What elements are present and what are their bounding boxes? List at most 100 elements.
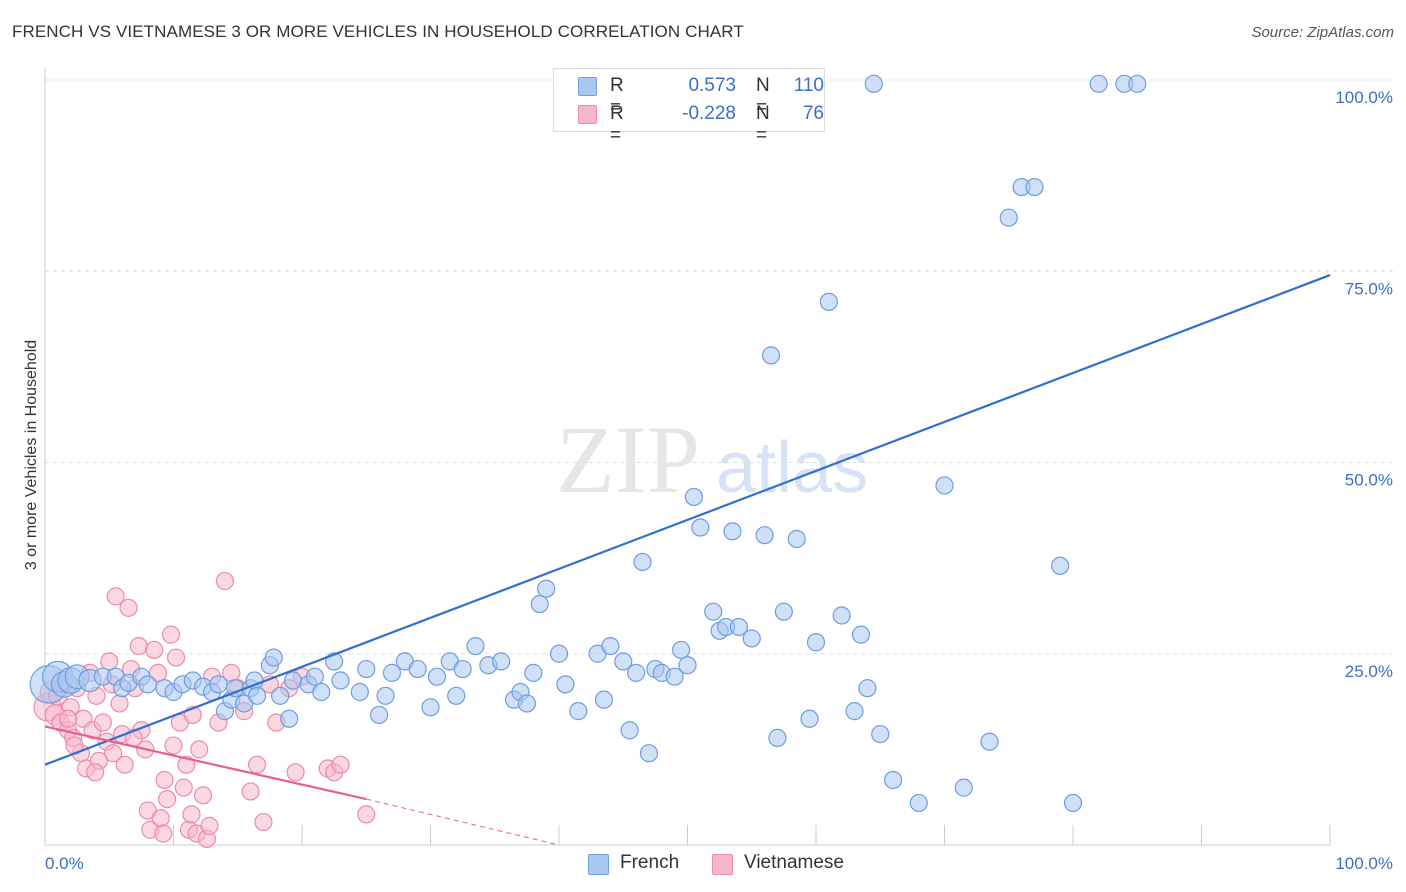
vietnamese-point bbox=[247, 755, 267, 774]
vietnamese-point bbox=[357, 805, 376, 824]
vietnamese-point bbox=[157, 789, 177, 809]
vietnamese-point bbox=[164, 736, 183, 755]
french-point bbox=[382, 663, 402, 682]
vietnamese-point bbox=[106, 587, 125, 606]
french-point bbox=[800, 709, 819, 728]
legend-swatch-french bbox=[578, 77, 597, 96]
legend-n-label: N = bbox=[756, 103, 770, 146]
vietnamese-point bbox=[145, 640, 164, 660]
french-point bbox=[594, 690, 614, 709]
french-point bbox=[742, 629, 761, 648]
legend-r-value: 0.573 bbox=[688, 75, 736, 96]
legend-n-label: N = bbox=[756, 75, 770, 118]
vietnamese-point bbox=[129, 636, 148, 656]
vietnamese-point bbox=[190, 740, 209, 759]
legend-r-label: R = bbox=[610, 103, 624, 146]
french-point bbox=[537, 579, 556, 598]
french-point bbox=[787, 529, 806, 549]
french-point bbox=[954, 778, 973, 797]
french-point bbox=[768, 728, 787, 748]
french-point bbox=[883, 770, 903, 790]
french-point bbox=[530, 594, 549, 614]
french-trend-line bbox=[44, 274, 1331, 766]
french-point bbox=[1128, 74, 1147, 93]
vietnamese-point bbox=[93, 713, 112, 732]
french-point bbox=[350, 682, 369, 702]
french-point bbox=[271, 686, 290, 705]
french-point bbox=[209, 675, 228, 694]
french-point bbox=[447, 686, 466, 705]
french-point bbox=[871, 724, 890, 744]
french-point bbox=[614, 652, 633, 671]
french-point bbox=[620, 721, 639, 740]
vietnamese-point bbox=[161, 625, 181, 644]
french-point bbox=[626, 663, 646, 682]
french-point bbox=[370, 705, 389, 725]
french-point bbox=[1089, 74, 1108, 93]
vietnamese-point bbox=[193, 786, 213, 805]
legend-r-value: -0.228 bbox=[682, 103, 736, 124]
vietnamese-point bbox=[119, 598, 138, 617]
vietnamese-point bbox=[215, 571, 234, 591]
french-point bbox=[283, 671, 303, 690]
source-label: Source: ZipAtlas.com bbox=[1251, 24, 1394, 41]
french-point bbox=[466, 636, 485, 656]
vietnamese-point bbox=[286, 763, 305, 782]
legend-n-value: 110 bbox=[793, 75, 824, 96]
watermark-atlas: atlas bbox=[716, 428, 868, 508]
vietnamese-point bbox=[154, 824, 173, 843]
french-point bbox=[264, 648, 283, 667]
legend-swatch-vietnamese bbox=[578, 105, 597, 124]
vietnamese-point bbox=[241, 782, 260, 801]
french-point bbox=[845, 702, 864, 721]
french-point bbox=[247, 686, 267, 705]
y-tick-label: 100.0% bbox=[1335, 88, 1393, 107]
french-point bbox=[1051, 556, 1070, 575]
vietnamese-point bbox=[59, 709, 78, 728]
french-point bbox=[427, 667, 447, 686]
vietnamese-points bbox=[33, 571, 376, 848]
french-point bbox=[678, 656, 697, 675]
vietnamese-point bbox=[331, 755, 350, 774]
bottom-legend-swatch-french bbox=[588, 854, 609, 875]
french-point bbox=[524, 663, 543, 682]
vietnamese-point bbox=[166, 648, 186, 667]
vietnamese-trend-line bbox=[44, 725, 367, 801]
vietnamese-point bbox=[86, 763, 105, 782]
x-tick-label: 0.0% bbox=[45, 854, 84, 873]
legend-r-label: R = bbox=[610, 75, 624, 118]
french-point bbox=[569, 702, 588, 721]
french-point bbox=[806, 633, 826, 652]
y-axis-tick-labels: 100.0% 75.0% 50.0% 25.0% bbox=[1335, 88, 1393, 681]
y-tick-label: 25.0% bbox=[1345, 662, 1393, 681]
french-point bbox=[1063, 793, 1083, 813]
vietnamese-point bbox=[182, 805, 201, 824]
french-point bbox=[704, 602, 723, 621]
trend-lines bbox=[44, 274, 1331, 846]
french-point bbox=[909, 793, 928, 813]
vietnamese-point bbox=[254, 812, 273, 832]
bottom-legend-label-vietnamese: Vietnamese bbox=[744, 852, 844, 873]
legend-n-value: 76 bbox=[802, 103, 824, 124]
x-tick-label: 100.0% bbox=[1335, 854, 1393, 873]
french-point bbox=[691, 518, 710, 537]
french-point bbox=[851, 625, 871, 644]
french-point bbox=[774, 602, 793, 621]
french-point bbox=[639, 744, 659, 763]
vietnamese-point bbox=[151, 809, 170, 828]
french-point bbox=[556, 675, 575, 694]
french-point bbox=[999, 208, 1018, 227]
french-point bbox=[684, 487, 704, 507]
french-point bbox=[331, 671, 350, 690]
french-point bbox=[671, 640, 691, 660]
vietnamese-point bbox=[200, 816, 219, 835]
vietnamese-point bbox=[174, 778, 193, 797]
french-point bbox=[665, 667, 684, 686]
french-point bbox=[549, 644, 569, 663]
french-point bbox=[864, 74, 883, 93]
vietnamese-point bbox=[100, 652, 119, 671]
french-point bbox=[832, 606, 851, 625]
french-point bbox=[755, 526, 774, 545]
french-point bbox=[421, 698, 440, 717]
